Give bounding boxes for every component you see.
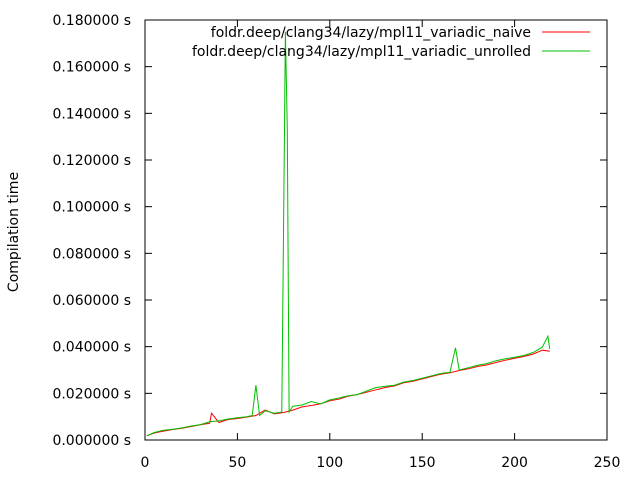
legend-label-1: foldr.deep/clang34/lazy/mpl11_variadic_n… [211, 25, 531, 41]
y-axis-label: Compilation time [6, 172, 22, 292]
legend-label-2: foldr.deep/clang34/lazy/mpl11_variadic_u… [192, 44, 531, 60]
series-line-1 [146, 349, 550, 437]
y-tick-group: 0.000000 s 0.020000 s 0.040000 s 0.060000 s… [52, 13, 607, 449]
plot-frame [144, 19, 608, 441]
x-tick-label: 200 [501, 455, 528, 471]
y-tick-label: 0.040000 s [52, 340, 131, 356]
legend: foldr.deep/clang34/lazy/mpl11_variadic_n… [192, 25, 590, 60]
y-tick-label: 0.020000 s [52, 386, 131, 402]
x-tick-label: 100 [316, 455, 343, 471]
x-tick-label: 0 [141, 455, 150, 471]
x-tick-label: 150 [409, 455, 436, 471]
x-tick-label: 250 [594, 455, 621, 471]
y-tick-label: 0.160000 s [52, 60, 131, 76]
y-tick-label: 0.000000 s [52, 433, 131, 449]
y-tick-label: 0.100000 s [52, 200, 131, 216]
series-line-2 [146, 31, 551, 437]
series-group [146, 31, 551, 437]
x-tick-group: 0 50 100 150 200 250 [141, 20, 621, 471]
x-tick-label: 50 [228, 455, 246, 471]
y-tick-label: 0.180000 s [52, 13, 131, 29]
y-tick-label: 0.060000 s [52, 293, 131, 309]
y-tick-label: 0.140000 s [52, 106, 131, 122]
y-tick-label: 0.120000 s [52, 153, 131, 169]
y-tick-label: 0.080000 s [52, 246, 131, 262]
